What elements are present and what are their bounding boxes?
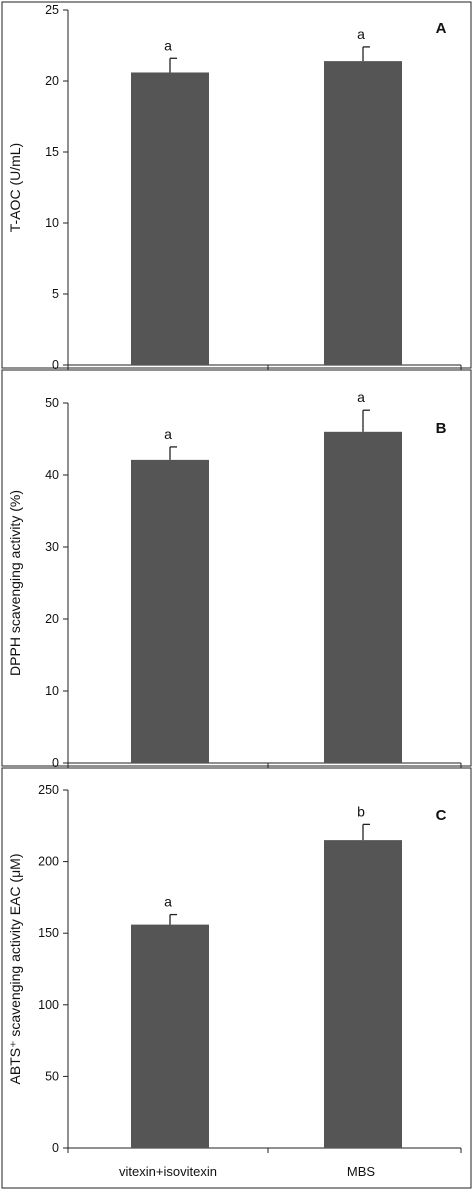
y-tick-label: 10	[45, 684, 59, 698]
panel-frame	[1, 1, 472, 369]
y-tick-label: 0	[52, 1141, 59, 1155]
y-tick-label: 50	[45, 1069, 59, 1083]
y-tick-label: 5	[52, 287, 59, 301]
y-axis-label: ABTS⁺ scavenging activity EAC (μM)	[7, 854, 23, 1085]
bar-2	[324, 431, 402, 763]
y-tick-label: 20	[45, 612, 59, 626]
category-label-2: MBS	[347, 1164, 376, 1179]
bar-1	[131, 72, 209, 365]
significance-label-2: b	[357, 803, 365, 819]
category-label-1: vitexin+isovitexin	[119, 1164, 217, 1179]
y-tick-label: 30	[45, 540, 59, 554]
y-tick-label: 0	[52, 358, 59, 372]
y-tick-label: 250	[38, 783, 59, 797]
y-tick-label: 0	[52, 756, 59, 770]
bar-2	[324, 840, 402, 1148]
y-tick-label: 20	[45, 74, 59, 88]
panel-frame	[1, 369, 472, 767]
y-axis-label: T-AOC (U/mL)	[7, 143, 23, 232]
bar-1	[131, 459, 209, 763]
significance-label-2: a	[357, 26, 365, 42]
chart-panel-c: 0 50 100 150 200 250 ABTS⁺ scavenging activity…	[1, 767, 472, 1189]
y-tick-label: 25	[45, 3, 59, 17]
y-tick-label: 10	[45, 216, 59, 230]
significance-label-2: a	[357, 389, 365, 405]
y-tick-label: 150	[38, 926, 59, 940]
chart-panel-a: 0 5 10 15 20 25 T-AOC (U/mL) Aa a	[1, 1, 472, 372]
y-tick-label: 100	[38, 998, 59, 1012]
panel-label: A	[436, 20, 447, 37]
panel-label: C	[436, 807, 447, 824]
y-tick-label: 200	[38, 855, 59, 869]
significance-label-1: a	[164, 37, 172, 53]
panel-label: B	[436, 420, 447, 437]
bar-1	[131, 924, 209, 1148]
chart-panel-b: 0 10 20 30 40 50 DPPH scavenging activity (%) B…	[1, 369, 472, 770]
y-tick-label: 40	[45, 468, 59, 482]
bar-2	[324, 61, 402, 366]
significance-label-1: a	[164, 426, 172, 442]
y-axis-label: DPPH scavenging activity (%)	[7, 490, 23, 676]
y-tick-label: 15	[45, 145, 59, 159]
significance-label-1: a	[164, 894, 172, 910]
y-tick-label: 50	[45, 396, 59, 410]
panel-frame	[1, 767, 472, 1189]
